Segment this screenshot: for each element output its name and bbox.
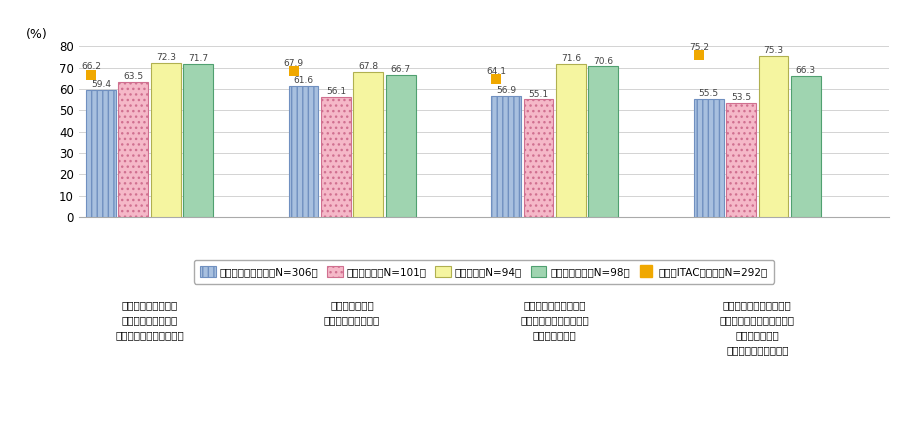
Text: 56.1: 56.1 bbox=[325, 88, 346, 96]
Text: 72.3: 72.3 bbox=[155, 53, 175, 62]
Text: 55.1: 55.1 bbox=[528, 90, 548, 99]
Bar bbox=[321, 97, 350, 217]
Text: 66.2: 66.2 bbox=[81, 62, 101, 71]
Text: 67.9: 67.9 bbox=[284, 59, 303, 68]
Bar bbox=[725, 103, 755, 217]
Bar bbox=[693, 99, 722, 217]
Bar bbox=[353, 72, 383, 217]
Text: 70.6: 70.6 bbox=[592, 57, 613, 65]
Bar bbox=[790, 76, 820, 217]
Text: 71.6: 71.6 bbox=[560, 54, 581, 63]
Text: 67.8: 67.8 bbox=[358, 62, 378, 71]
Text: 64.1: 64.1 bbox=[486, 67, 506, 76]
Text: 71.7: 71.7 bbox=[188, 54, 208, 63]
Bar bbox=[118, 82, 148, 217]
Text: 66.3: 66.3 bbox=[795, 66, 815, 75]
Text: 55.5: 55.5 bbox=[698, 89, 718, 98]
Bar bbox=[288, 85, 318, 217]
Bar bbox=[555, 64, 585, 217]
Text: 56.9: 56.9 bbox=[496, 86, 516, 95]
Text: 59.4: 59.4 bbox=[91, 80, 111, 89]
Legend: 日本（一般）企業（N=306）, ドイツ企業（N=101）, 米国企業（N=94）, イギリス企業（N=98）, 日本（ITAC）企業（N=292）: 日本（一般）企業（N=306）, ドイツ企業（N=101）, 米国企業（N=94… bbox=[194, 260, 773, 283]
Text: 61.6: 61.6 bbox=[293, 76, 313, 85]
Bar bbox=[490, 96, 520, 217]
Bar bbox=[86, 90, 116, 217]
Bar bbox=[183, 64, 213, 217]
Text: 53.5: 53.5 bbox=[731, 93, 750, 102]
Text: 75.3: 75.3 bbox=[763, 46, 783, 56]
Bar bbox=[523, 99, 553, 217]
Bar bbox=[588, 66, 618, 217]
Bar bbox=[386, 75, 415, 217]
Text: 75.2: 75.2 bbox=[688, 43, 708, 52]
Bar bbox=[758, 57, 787, 217]
Bar bbox=[151, 63, 181, 217]
Text: 66.7: 66.7 bbox=[390, 65, 410, 74]
Text: 63.5: 63.5 bbox=[123, 72, 144, 81]
Text: (%): (%) bbox=[26, 28, 48, 41]
